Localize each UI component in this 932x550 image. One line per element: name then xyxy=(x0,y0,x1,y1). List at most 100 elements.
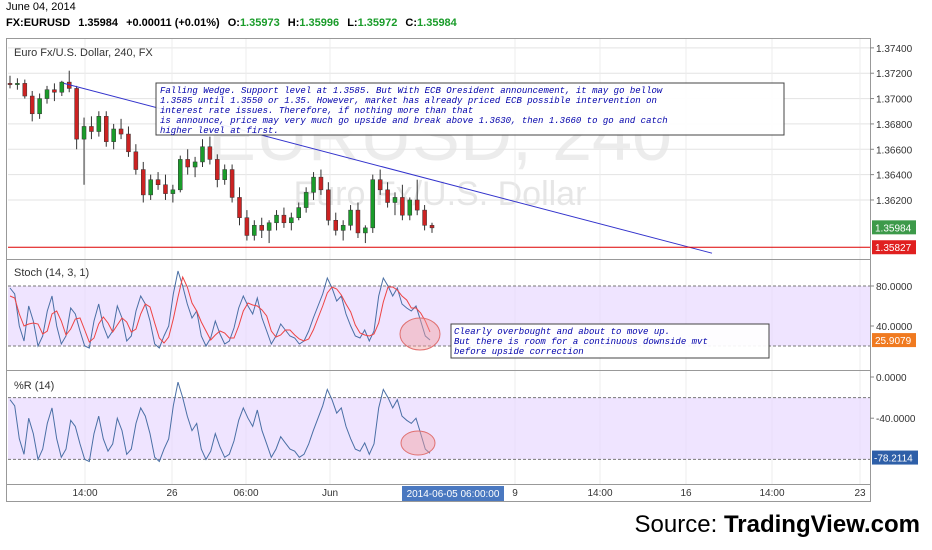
candle-body xyxy=(422,209,427,226)
candle-body xyxy=(59,81,65,93)
close-value: 1.35984 xyxy=(417,17,457,29)
candle-body xyxy=(37,98,42,115)
stoch-annotation-box xyxy=(450,323,770,359)
chart-area[interactable]: EURUSD, 240 Euro Fx/U.S. Dollar Euro Fx/… xyxy=(0,0,932,510)
candle-body xyxy=(178,159,183,191)
candle-body xyxy=(326,189,331,221)
candle-body xyxy=(22,83,28,97)
candle-body xyxy=(215,159,220,180)
stoch-value-tag-label: 25.9079 xyxy=(875,336,912,347)
stoch-tick-label: 40.0000 xyxy=(876,322,913,333)
price-tick-label: 1.37400 xyxy=(876,44,913,55)
open-label: O: xyxy=(227,17,240,29)
wedge-note-line-4: is announce, price may very much go upsi… xyxy=(160,116,668,126)
candle-body xyxy=(407,199,413,216)
stoch-title: Stoch (14, 3, 1) xyxy=(14,267,89,279)
candle-body xyxy=(15,83,20,85)
time-axis: 14:00 26 06:00 Jun 9 14:00 16 14:00 23 2014-06-05… xyxy=(72,486,866,501)
candle-body xyxy=(237,197,242,218)
candle-body xyxy=(126,133,131,153)
time-cursor-label: 2014-06-05 06:00:00 xyxy=(407,489,500,500)
chart-date: June 04, 2014 xyxy=(6,1,76,13)
wedge-note-line-5: higher level at first. xyxy=(160,126,279,136)
candle-body xyxy=(111,128,116,142)
candle-body xyxy=(207,146,213,160)
wedge-note-line-3: interest rate issues. Therefore, if noth… xyxy=(160,106,473,116)
wedge-note-line-1: Falling Wedge. Support level at 1.3585. … xyxy=(160,86,663,96)
last-price-tag-label: 1.35984 xyxy=(875,223,912,234)
candle-body xyxy=(185,159,190,168)
support-price-tag xyxy=(872,240,916,255)
price-pane: EURUSD, 240 Euro Fx/U.S. Dollar Euro Fx/… xyxy=(7,39,916,484)
candle-body xyxy=(170,189,176,194)
source-credit: Source: TradingView.com xyxy=(635,511,920,539)
candle-body xyxy=(289,217,294,224)
candle-body xyxy=(103,116,109,142)
candle-body xyxy=(363,227,368,234)
candle-body xyxy=(118,128,124,135)
candles xyxy=(7,70,435,244)
price-pane-title: Euro Fx/U.S. Dollar, 240, FX xyxy=(14,47,153,59)
price-tick-label: 1.36800 xyxy=(876,120,913,131)
candle-body xyxy=(74,88,79,140)
candle-body xyxy=(89,126,94,132)
low-value: 1.35972 xyxy=(357,17,398,29)
source-brand: TradingView.com xyxy=(723,511,920,538)
candle-body xyxy=(274,214,279,224)
stoch-note-line-3: before upside correction xyxy=(454,347,584,357)
candle-body xyxy=(148,179,153,196)
candle-body xyxy=(259,225,264,231)
stoch-tick-label: 80.0000 xyxy=(876,282,913,293)
time-tick-label: Jun xyxy=(322,488,338,499)
stoch-highlight-marker xyxy=(399,317,441,351)
candle-body xyxy=(311,176,316,193)
high-label: H: xyxy=(287,17,300,29)
candle-body xyxy=(281,214,287,224)
close-label: C: xyxy=(405,17,418,29)
candle-body xyxy=(141,169,146,196)
source-prefix: Source: xyxy=(634,511,724,538)
last-price: 1.35984 xyxy=(78,17,118,29)
symbol-label[interactable]: FX:EURUSD xyxy=(6,17,71,29)
candle-body xyxy=(163,184,168,194)
candle-body xyxy=(244,217,250,236)
price-pane-bg xyxy=(7,39,870,257)
price-tick-label: 1.36400 xyxy=(876,171,913,182)
price-tick-label: 1.36600 xyxy=(876,145,913,156)
stoch-annotation: Clearly overbought and about to move up.… xyxy=(450,323,770,359)
williams-r-title: %R (14) xyxy=(14,380,54,392)
candle-body xyxy=(29,95,35,115)
candle-body xyxy=(377,179,383,191)
williams-r-series-0 xyxy=(9,381,431,463)
candle-body xyxy=(266,222,272,231)
time-tick-label: 14:00 xyxy=(587,488,612,499)
williams-r-tick-label: 0.0000 xyxy=(876,373,907,384)
time-tick-label: 9 xyxy=(512,488,518,499)
candle-body xyxy=(296,207,301,218)
open-value: 1.35973 xyxy=(239,17,280,29)
time-tick-label: 23 xyxy=(854,488,866,499)
candle-body xyxy=(133,151,139,170)
stoch-note-line-1: Clearly overbought and about to move up. xyxy=(454,327,670,337)
williams-r-pane: %R (14) 0.0000 -40.0000 -78.2114 xyxy=(8,373,918,465)
candle-body xyxy=(96,116,102,132)
williams-r-band xyxy=(8,397,870,460)
stoch-series-0 xyxy=(9,270,431,349)
wedge-note-line-2: 1.3585 until 1.3550 or 1.35. However, ma… xyxy=(160,96,657,106)
wedge-annotation: Falling Wedge. Support level at 1.3585. … xyxy=(155,82,785,136)
time-tick-label: 14:00 xyxy=(72,488,97,499)
candle-body xyxy=(392,197,398,203)
time-tick-label: 14:00 xyxy=(759,488,784,499)
low-label: L: xyxy=(347,17,358,29)
candle-body xyxy=(385,189,390,203)
candle-body xyxy=(303,192,309,208)
price-tick-label: 1.36200 xyxy=(876,196,913,207)
candle-body xyxy=(333,219,339,231)
quote-bar: FX:EURUSD 1.35984 +0.00011 (+0.01%) O:1.… xyxy=(6,17,462,29)
stoch-note-line-2: But there is room for a continuous downs… xyxy=(454,337,708,347)
last-price-tag xyxy=(872,220,916,235)
price-tick-label: 1.37200 xyxy=(876,69,913,80)
williams-r-tick-label: -40.0000 xyxy=(876,414,916,425)
wedge-annotation-box xyxy=(155,82,785,136)
candle-body xyxy=(52,89,57,93)
